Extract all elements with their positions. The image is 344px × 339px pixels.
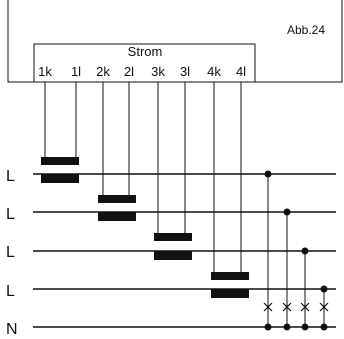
- current-terminal-block: [33, 43, 256, 83]
- junction-dot-l1: [264, 170, 272, 178]
- junction-dot-n3: [301, 323, 309, 331]
- current-transformer-1: [41, 82, 79, 183]
- line-label-l4: L: [6, 283, 15, 300]
- line-label-l2: L: [6, 206, 15, 223]
- junction-dot-n4: [320, 323, 328, 331]
- fuse-cross-1: [263, 302, 273, 312]
- line-labels: L L L L N: [6, 168, 18, 338]
- fuse-cross-3: [300, 302, 310, 312]
- terminal-3k-label: 3k: [151, 64, 165, 79]
- ct1-upper-bar: [41, 157, 79, 165]
- terminal-2k-label: 2k: [96, 64, 110, 79]
- terminal-1k-label: 1k: [38, 64, 52, 79]
- ct4-upper-bar: [211, 272, 249, 280]
- terminal-3l-label: 3l: [180, 64, 190, 79]
- ct3-leads: [157, 82, 186, 233]
- line-label-n: N: [6, 321, 18, 338]
- current-transformer-3: [154, 82, 192, 260]
- junction-dot-l3: [301, 247, 309, 255]
- terminal-block-title: Strom: [128, 44, 163, 59]
- terminal-labels: 1k 1l 2k 2l 3k 3l 4k 4l: [38, 64, 246, 79]
- terminal-2l-label: 2l: [124, 64, 134, 79]
- instrument-frame: [7, 0, 343, 83]
- ct2-leads: [102, 82, 130, 195]
- ct3-upper-bar: [154, 233, 192, 241]
- ct2-upper-bar: [98, 195, 136, 203]
- terminal-4l-label: 4l: [236, 64, 246, 79]
- ct4-lower-bar: [211, 289, 249, 298]
- fuse-cross-4: [319, 302, 329, 312]
- junction-dot-n2: [283, 323, 291, 331]
- ct2-lower-bar: [98, 212, 136, 221]
- terminal-1l-label: 1l: [71, 64, 81, 79]
- current-transformer-4: [211, 82, 249, 298]
- figure-label: Abb.24: [287, 23, 325, 37]
- voltage-taps: [263, 170, 329, 331]
- ct1-leads: [44, 82, 77, 157]
- junction-dot-n1: [264, 323, 272, 331]
- line-label-l1: L: [6, 168, 15, 185]
- line-label-l3: L: [6, 244, 15, 261]
- ct3-lower-bar: [154, 251, 192, 260]
- fuse-cross-2: [282, 302, 292, 312]
- terminal-4k-label: 4k: [207, 64, 221, 79]
- ct4-leads: [213, 82, 242, 272]
- ct1-lower-bar: [41, 174, 79, 183]
- junction-dot-l2: [283, 208, 291, 216]
- junction-dot-l4: [320, 285, 328, 293]
- current-transformer-2: [98, 82, 136, 221]
